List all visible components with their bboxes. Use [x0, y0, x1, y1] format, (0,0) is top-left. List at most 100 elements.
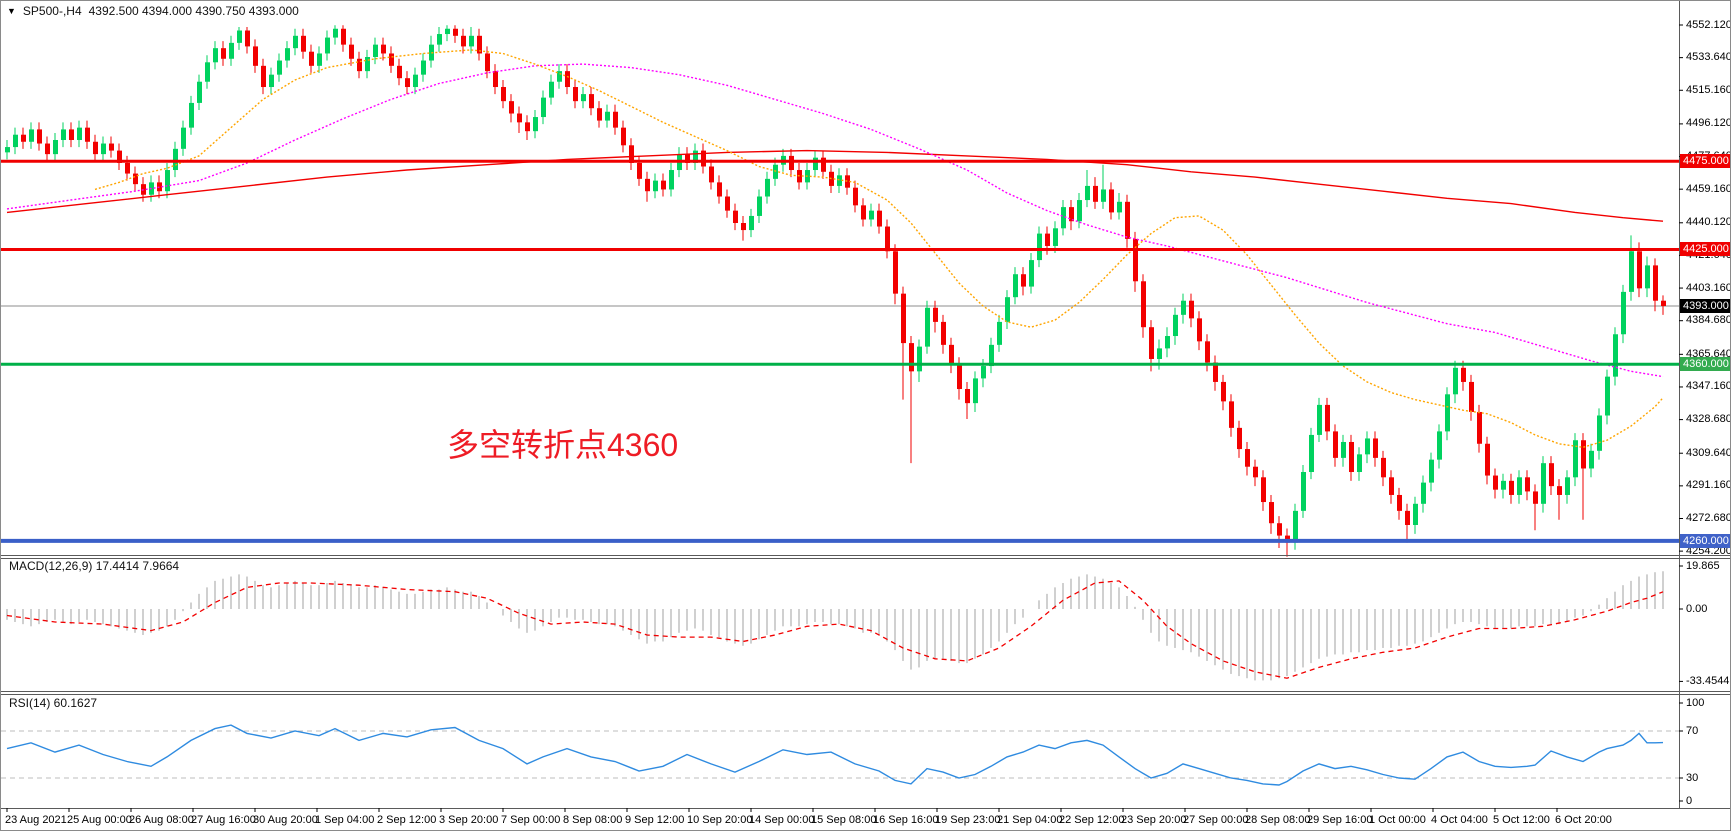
candle-body — [381, 44, 386, 54]
candle-body — [589, 94, 594, 109]
macd-panel[interactable] — [6, 571, 1664, 681]
candle-body — [821, 157, 826, 172]
time-axis-label[interactable]: 19 Sep 23:00 — [935, 814, 1001, 826]
rsi-panel[interactable] — [1, 724, 1679, 786]
candle-body — [1469, 381, 1474, 412]
time-axis-label[interactable]: 26 Aug 08:00 — [129, 814, 194, 826]
time-axis-label[interactable]: 29 Sep 16:00 — [1307, 814, 1373, 826]
time-axis-label[interactable]: 22 Sep 12:00 — [1059, 814, 1125, 826]
candle-body — [237, 30, 242, 43]
candle-body — [13, 134, 18, 148]
time-axis-label[interactable]: 9 Sep 12:00 — [625, 814, 685, 826]
candle-body — [693, 150, 698, 163]
candle-body — [1109, 189, 1114, 213]
candle-body — [669, 170, 674, 190]
candle-body — [229, 42, 234, 59]
time-axis-label[interactable]: 27 Sep 00:00 — [1183, 814, 1249, 826]
candle-body — [165, 170, 170, 192]
time-axis-label[interactable]: 7 Sep 00:00 — [501, 814, 561, 826]
candle-body — [197, 81, 202, 103]
macd-signal-line — [6, 580, 1664, 679]
candle-body — [1341, 441, 1346, 458]
candle-body — [245, 30, 250, 47]
candle-body — [485, 53, 490, 72]
candle-body — [645, 178, 650, 192]
candle-body — [1621, 291, 1626, 335]
time-axis-label[interactable]: 8 Sep 08:00 — [563, 814, 623, 826]
collapse-triangle-icon[interactable]: ▼ — [7, 6, 16, 16]
annotation-text[interactable]: 多空转折点4360 — [447, 427, 679, 463]
candle-body — [1485, 443, 1490, 476]
time-axis-label[interactable]: 1 Oct 00:00 — [1369, 814, 1426, 826]
candle-body — [1053, 228, 1058, 246]
candle-body — [1309, 434, 1314, 473]
price-axis-label: 4291.160 — [1686, 479, 1731, 491]
candle-body — [1165, 336, 1170, 349]
time-axis-label[interactable]: 1 Sep 04:00 — [315, 814, 375, 826]
candle-body — [869, 210, 874, 220]
candle-body — [1069, 207, 1074, 222]
time-axis-label[interactable]: 23 Sep 20:00 — [1121, 814, 1187, 826]
candle-body — [5, 147, 10, 153]
candle-body — [893, 251, 898, 294]
price-axis-label: 4515.160 — [1686, 84, 1731, 96]
time-axis-label[interactable]: 16 Sep 16:00 — [873, 814, 939, 826]
candle-body — [557, 71, 562, 82]
price-axis-label: 4440.120 — [1686, 216, 1731, 228]
main-price-panel[interactable] — [1, 25, 1679, 557]
candle-body — [1549, 463, 1554, 487]
price-axis-label: 4552.120 — [1686, 19, 1731, 31]
panel-frames — [1, 1, 1730, 809]
time-axis-label[interactable]: 5 Oct 12:00 — [1493, 814, 1550, 826]
candle-body — [1605, 376, 1610, 416]
price-axis-label: 4328.680 — [1686, 413, 1731, 425]
time-axis-label[interactable]: 3 Sep 20:00 — [439, 814, 499, 826]
candle-body — [1645, 265, 1650, 289]
candle-body — [1125, 201, 1130, 239]
candle-body — [357, 58, 362, 72]
candle-body — [741, 223, 746, 231]
candle-body — [1517, 477, 1522, 495]
time-axis-label[interactable]: 30 Aug 20:00 — [253, 814, 318, 826]
time-axis-label[interactable]: 15 Sep 08:00 — [811, 814, 877, 826]
candle-body — [653, 180, 658, 192]
candle-body — [1429, 459, 1434, 483]
candle-body — [1557, 486, 1562, 495]
time-axis-label[interactable]: 6 Oct 20:00 — [1555, 814, 1612, 826]
time-axis-label[interactable]: 23 Aug 2021 — [5, 814, 67, 826]
time-axis-label[interactable]: 21 Sep 04:00 — [997, 814, 1063, 826]
ma-mid-magenta-line — [6, 63, 1664, 378]
candle-body — [661, 180, 666, 190]
time-axis-label[interactable]: 10 Sep 20:00 — [687, 814, 753, 826]
time-axis-label[interactable]: 2 Sep 12:00 — [377, 814, 437, 826]
candle-body — [1189, 300, 1194, 319]
candle-body — [581, 94, 586, 102]
candle-body — [1013, 274, 1018, 298]
time-axis-label[interactable]: 4 Oct 04:00 — [1431, 814, 1488, 826]
price-axis-label: 4309.640 — [1686, 447, 1731, 459]
candle-body — [621, 127, 626, 146]
time-axis-label[interactable]: 27 Aug 16:00 — [191, 814, 256, 826]
candle-body — [597, 108, 602, 121]
candle-body — [1061, 207, 1066, 229]
price-axis-label: 4496.120 — [1686, 117, 1731, 129]
candle-body — [1533, 491, 1538, 504]
candle-body — [1133, 238, 1138, 282]
candle-body — [1653, 265, 1658, 301]
price-axis-label: 4384.680 — [1686, 314, 1731, 326]
candle-body — [1181, 300, 1186, 315]
candle-body — [309, 51, 314, 66]
candle-body — [373, 44, 378, 57]
candle-body — [261, 65, 266, 88]
time-axis-label[interactable]: 25 Aug 00:00 — [67, 814, 132, 826]
rsi-indicator-label: RSI(14) 60.1627 — [9, 696, 98, 710]
candle-body — [1381, 457, 1386, 478]
candle-body — [325, 37, 330, 54]
time-axis-label[interactable]: 28 Sep 08:00 — [1245, 814, 1311, 826]
candle-body — [941, 321, 946, 345]
candle-body — [925, 307, 930, 347]
candle-body — [189, 102, 194, 128]
time-axis-label[interactable]: 14 Sep 00:00 — [749, 814, 815, 826]
candle-body — [1269, 502, 1274, 524]
